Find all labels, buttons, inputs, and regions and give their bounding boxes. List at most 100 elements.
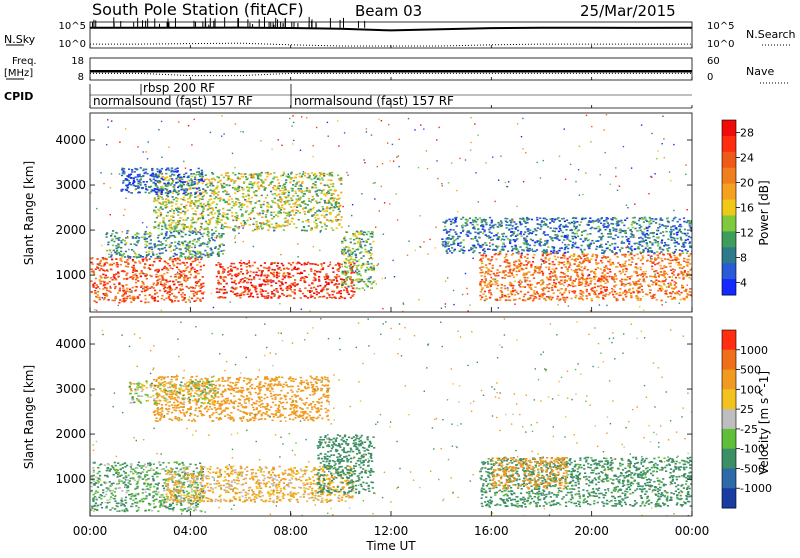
power-cell bbox=[176, 273, 178, 275]
power-cell bbox=[338, 298, 340, 300]
power-cell bbox=[254, 262, 256, 264]
power-cell bbox=[575, 278, 577, 280]
nsky-trace bbox=[90, 28, 692, 31]
power-cell bbox=[340, 278, 342, 280]
power-cell bbox=[534, 293, 536, 295]
power-cell bbox=[624, 219, 626, 221]
power-cell bbox=[633, 255, 635, 257]
power-cell bbox=[264, 297, 266, 299]
power-cell bbox=[277, 211, 279, 213]
power-cell bbox=[650, 232, 652, 234]
power-cell bbox=[345, 252, 347, 254]
power-cell bbox=[220, 278, 222, 280]
power-cell bbox=[613, 277, 615, 279]
power-cell bbox=[689, 225, 691, 227]
power-cell bbox=[318, 279, 320, 281]
power-cell bbox=[282, 224, 284, 226]
power-cell bbox=[505, 255, 507, 257]
power-cell bbox=[302, 195, 304, 197]
power-cell bbox=[161, 233, 163, 235]
power-cell bbox=[277, 203, 279, 205]
power-cell bbox=[573, 221, 575, 223]
power-cell bbox=[298, 188, 300, 190]
power-cell bbox=[164, 224, 166, 226]
power-cell bbox=[525, 226, 527, 228]
power-cell bbox=[602, 298, 604, 300]
power-cell bbox=[505, 300, 507, 302]
power-cell bbox=[277, 216, 279, 218]
power-cell bbox=[639, 299, 641, 301]
power-cell bbox=[220, 198, 222, 200]
power-cell bbox=[163, 222, 165, 224]
power-cell bbox=[298, 262, 300, 264]
power-cell bbox=[319, 285, 321, 287]
power-cell bbox=[624, 230, 626, 232]
power-cell bbox=[231, 212, 233, 214]
power-cell bbox=[234, 174, 236, 176]
power-cell bbox=[282, 284, 284, 286]
power-cell bbox=[579, 224, 581, 226]
power-cell bbox=[637, 296, 639, 298]
power-cell bbox=[159, 260, 161, 262]
power-cell bbox=[227, 203, 229, 205]
power-cell bbox=[548, 267, 550, 269]
power-cell bbox=[320, 183, 322, 185]
power-cell bbox=[565, 266, 567, 268]
power-cell bbox=[157, 181, 159, 183]
power-cell bbox=[131, 249, 133, 251]
power-cell bbox=[91, 262, 93, 264]
power-cell bbox=[261, 217, 263, 219]
power-cell bbox=[184, 256, 186, 258]
power-cell bbox=[329, 296, 331, 298]
power-cell bbox=[296, 199, 298, 201]
power-cell bbox=[524, 256, 526, 258]
power-cell bbox=[671, 280, 673, 282]
power-cell bbox=[125, 266, 127, 268]
power-cell bbox=[106, 236, 108, 238]
power-cell bbox=[494, 281, 496, 283]
power-cell bbox=[234, 280, 236, 282]
power-cell bbox=[238, 173, 240, 175]
power-cell bbox=[575, 258, 577, 260]
power-cell bbox=[360, 246, 362, 248]
power-cell bbox=[100, 265, 102, 267]
power-cell bbox=[600, 260, 602, 262]
power-cell bbox=[149, 294, 151, 296]
power-cell bbox=[223, 277, 225, 279]
power-cell bbox=[187, 278, 189, 280]
power-cell bbox=[543, 298, 545, 300]
power-cell bbox=[178, 241, 180, 243]
power-cell bbox=[252, 208, 254, 210]
power-cell bbox=[502, 270, 504, 272]
power-cell bbox=[625, 254, 627, 256]
power-cell bbox=[620, 266, 622, 268]
power-cell bbox=[446, 252, 448, 254]
power-cell bbox=[614, 273, 616, 275]
power-cell bbox=[680, 271, 682, 273]
power-cell bbox=[669, 292, 671, 294]
power-cell bbox=[623, 285, 625, 287]
power-cell bbox=[130, 291, 132, 293]
power-cell bbox=[274, 186, 276, 188]
power-cell bbox=[581, 245, 583, 247]
power-cell bbox=[183, 262, 185, 264]
power-cell bbox=[180, 289, 182, 291]
power-cell bbox=[625, 271, 627, 273]
power-cell bbox=[261, 272, 263, 274]
power-cell bbox=[238, 295, 240, 297]
power-cell bbox=[488, 283, 490, 285]
power-cell bbox=[202, 297, 204, 299]
power-cell bbox=[514, 290, 516, 292]
power-cell bbox=[132, 183, 134, 185]
power-cell bbox=[304, 172, 306, 174]
power-cell bbox=[554, 284, 556, 286]
power-cell bbox=[341, 286, 343, 288]
power-cell bbox=[110, 264, 112, 266]
power-cell bbox=[193, 295, 195, 297]
power-cell bbox=[370, 263, 372, 265]
power-cell bbox=[135, 245, 137, 247]
power-cell bbox=[230, 265, 232, 267]
power-cell bbox=[338, 292, 340, 294]
power-cell bbox=[142, 256, 144, 258]
power-cell bbox=[212, 252, 214, 254]
